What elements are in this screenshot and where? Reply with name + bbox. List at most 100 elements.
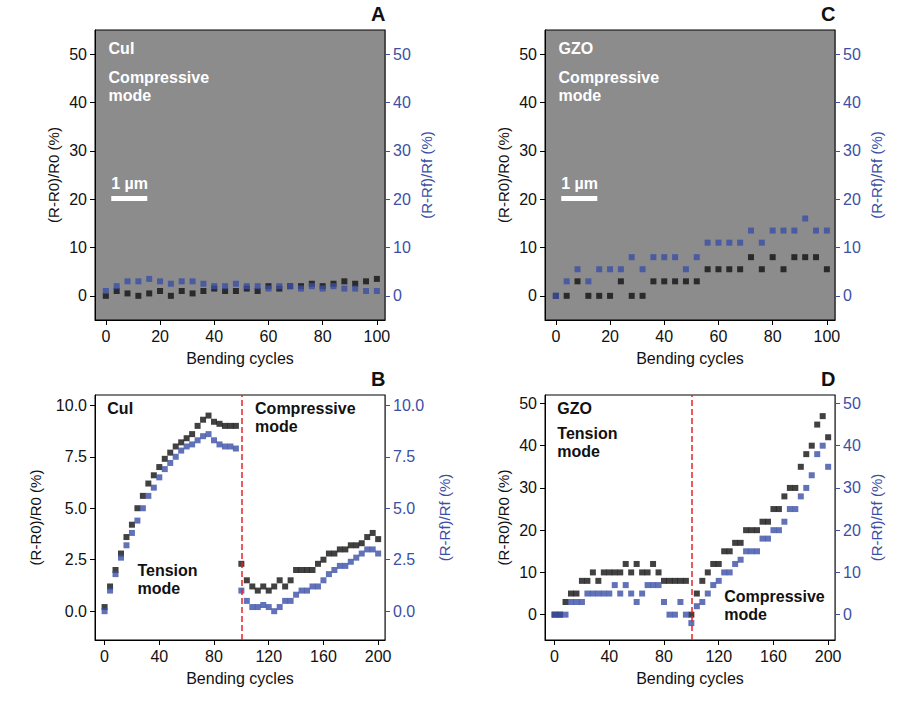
svg-text:40: 40 xyxy=(655,328,673,345)
svg-text:C: C xyxy=(821,3,835,25)
svg-text:1 µm: 1 µm xyxy=(111,175,148,192)
svg-text:10: 10 xyxy=(519,564,537,581)
svg-text:200: 200 xyxy=(815,648,842,665)
svg-text:0: 0 xyxy=(528,287,537,304)
svg-text:40: 40 xyxy=(205,328,223,345)
svg-text:mode: mode xyxy=(724,606,767,623)
svg-text:2.5: 2.5 xyxy=(65,551,87,568)
svg-text:20: 20 xyxy=(69,191,87,208)
svg-text:7.5: 7.5 xyxy=(65,448,87,465)
svg-text:40: 40 xyxy=(843,437,861,454)
svg-text:Tension: Tension xyxy=(137,562,202,579)
svg-text:80: 80 xyxy=(205,648,223,665)
svg-text:100: 100 xyxy=(814,328,841,345)
svg-text:Compressive: Compressive xyxy=(109,69,214,86)
svg-text:10: 10 xyxy=(69,239,87,256)
svg-text:30: 30 xyxy=(519,479,537,496)
svg-text:30: 30 xyxy=(519,142,537,159)
svg-text:5.0: 5.0 xyxy=(393,500,415,517)
svg-text:50: 50 xyxy=(843,46,861,63)
svg-text:GZO: GZO xyxy=(557,400,592,417)
svg-text:200: 200 xyxy=(365,648,392,665)
svg-text:160: 160 xyxy=(760,648,787,665)
svg-text:0: 0 xyxy=(100,648,109,665)
svg-text:Tension: Tension xyxy=(557,425,622,442)
svg-text:60: 60 xyxy=(710,328,728,345)
svg-text:40: 40 xyxy=(69,94,87,111)
svg-text:5.0: 5.0 xyxy=(65,500,87,517)
svg-text:30: 30 xyxy=(69,142,87,159)
svg-text:0: 0 xyxy=(843,287,852,304)
svg-text:0: 0 xyxy=(843,606,852,623)
svg-text:10: 10 xyxy=(843,239,861,256)
svg-text:CuI: CuI xyxy=(109,40,135,57)
svg-text:0: 0 xyxy=(551,328,560,345)
svg-text:GZO: GZO xyxy=(559,40,594,57)
svg-text:Compressive: Compressive xyxy=(724,588,829,605)
svg-text:100: 100 xyxy=(364,328,391,345)
svg-text:40: 40 xyxy=(519,94,537,111)
svg-text:20: 20 xyxy=(151,328,169,345)
svg-text:120: 120 xyxy=(255,648,282,665)
svg-text:0: 0 xyxy=(550,648,559,665)
svg-text:(R-R0)/R0 (%): (R-R0)/R0 (%) xyxy=(27,470,44,566)
svg-text:(R-R0)/R0 (%): (R-R0)/R0 (%) xyxy=(495,470,512,566)
svg-text:80: 80 xyxy=(764,328,782,345)
svg-text:50: 50 xyxy=(519,46,537,63)
svg-text:B: B xyxy=(371,368,385,390)
svg-text:80: 80 xyxy=(314,328,332,345)
svg-text:30: 30 xyxy=(393,142,411,159)
svg-text:50: 50 xyxy=(69,46,87,63)
svg-text:(R-Rf)/Rf (%): (R-Rf)/Rf (%) xyxy=(868,131,885,218)
svg-text:7.5: 7.5 xyxy=(393,448,415,465)
svg-text:1 µm: 1 µm xyxy=(561,175,598,192)
svg-text:2.5: 2.5 xyxy=(393,551,415,568)
svg-text:(R-Rf)/Rf (%): (R-Rf)/Rf (%) xyxy=(436,474,453,561)
svg-text:A: A xyxy=(371,3,385,25)
svg-text:20: 20 xyxy=(601,328,619,345)
svg-text:20: 20 xyxy=(519,522,537,539)
svg-text:mode: mode xyxy=(557,443,600,460)
svg-text:Bending cycles: Bending cycles xyxy=(636,350,744,367)
svg-text:40: 40 xyxy=(519,437,537,454)
svg-text:50: 50 xyxy=(519,395,537,412)
svg-text:0: 0 xyxy=(101,328,110,345)
svg-text:40: 40 xyxy=(843,94,861,111)
svg-text:10.0: 10.0 xyxy=(393,397,424,414)
svg-text:(R-Rf)/Rf (%): (R-Rf)/Rf (%) xyxy=(418,131,435,218)
svg-text:D: D xyxy=(821,368,835,390)
svg-text:20: 20 xyxy=(843,522,861,539)
svg-text:10: 10 xyxy=(843,564,861,581)
svg-text:50: 50 xyxy=(843,395,861,412)
svg-text:Compressive: Compressive xyxy=(255,400,360,417)
svg-text:mode: mode xyxy=(255,418,298,435)
svg-text:60: 60 xyxy=(260,328,278,345)
svg-text:mode: mode xyxy=(559,87,602,104)
svg-text:40: 40 xyxy=(393,94,411,111)
svg-text:40: 40 xyxy=(600,648,618,665)
svg-text:0: 0 xyxy=(528,606,537,623)
svg-text:CuI: CuI xyxy=(107,400,133,417)
svg-text:10: 10 xyxy=(393,239,411,256)
svg-text:40: 40 xyxy=(150,648,168,665)
svg-text:20: 20 xyxy=(519,191,537,208)
svg-text:(R-R0)/R0 (%): (R-R0)/R0 (%) xyxy=(495,127,512,223)
svg-text:30: 30 xyxy=(843,479,861,496)
svg-text:(R-R0)/R0 (%): (R-R0)/R0 (%) xyxy=(45,127,62,223)
svg-text:(R-Rf)/Rf (%): (R-Rf)/Rf (%) xyxy=(868,474,885,561)
svg-text:30: 30 xyxy=(843,142,861,159)
svg-text:20: 20 xyxy=(843,191,861,208)
svg-text:Compressive: Compressive xyxy=(559,69,664,86)
svg-text:Bending cycles: Bending cycles xyxy=(186,350,294,367)
svg-text:80: 80 xyxy=(655,648,673,665)
svg-text:120: 120 xyxy=(705,648,732,665)
svg-text:0.0: 0.0 xyxy=(65,603,87,620)
svg-text:50: 50 xyxy=(393,46,411,63)
svg-text:Bending cycles: Bending cycles xyxy=(186,670,294,687)
svg-text:0: 0 xyxy=(393,287,402,304)
svg-text:mode: mode xyxy=(137,580,180,597)
svg-text:0: 0 xyxy=(78,287,87,304)
svg-text:10.0: 10.0 xyxy=(56,397,87,414)
svg-text:160: 160 xyxy=(310,648,337,665)
svg-text:mode: mode xyxy=(109,87,152,104)
